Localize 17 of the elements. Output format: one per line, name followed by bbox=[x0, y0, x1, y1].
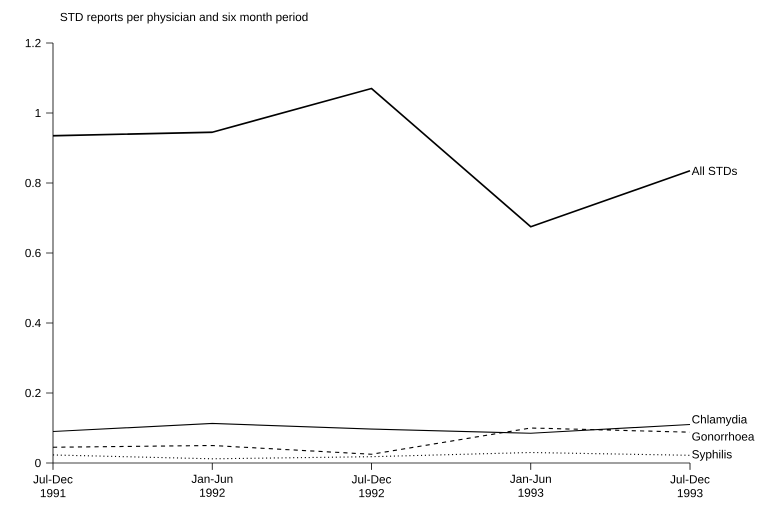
y-tick-label: 0.8 bbox=[25, 178, 41, 188]
y-tick-label: 1.2 bbox=[26, 38, 41, 48]
series-label: Gonorrhoea bbox=[692, 432, 754, 441]
series-label: Syphilis bbox=[692, 450, 732, 461]
y-tick-label: 0 bbox=[35, 458, 41, 468]
x-tick-label: Jul-Dec 1993 bbox=[670, 474, 710, 498]
chart-title: STD reports per physician and six month period bbox=[60, 12, 308, 24]
series-label: All STDs bbox=[692, 166, 737, 176]
y-tick-label: 0.6 bbox=[25, 248, 41, 258]
x-tick-label: Jul-Dec 1992 bbox=[352, 474, 392, 498]
x-tick-label: Jul-Dec 1991 bbox=[33, 474, 73, 498]
x-tick-label: Jan-Jun 1993 bbox=[510, 474, 551, 497]
x-tick-label: Jan-Jun 1992 bbox=[192, 474, 232, 497]
y-tick-label: 0.4 bbox=[25, 318, 41, 328]
y-tick-label: 1 bbox=[36, 108, 41, 118]
series-label: Chlamydia bbox=[692, 414, 748, 426]
y-tick-label: 0.2 bbox=[25, 388, 41, 398]
